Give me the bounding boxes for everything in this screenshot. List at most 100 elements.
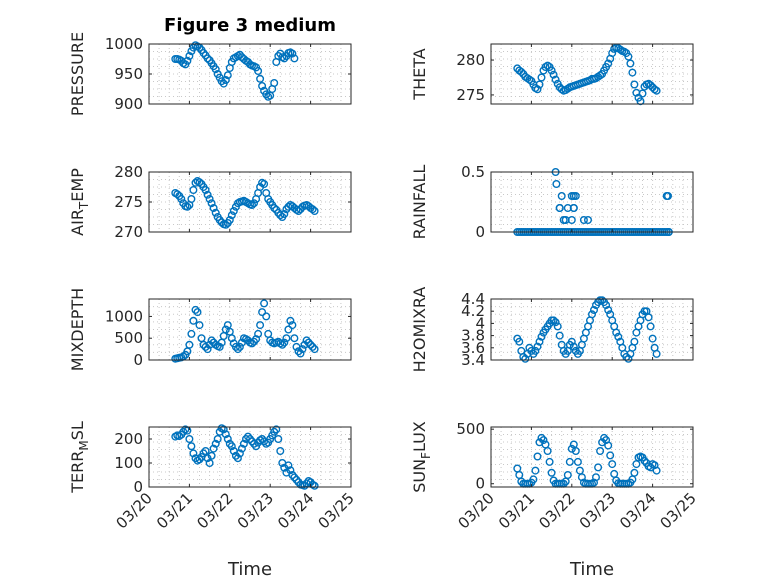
data-point bbox=[185, 340, 194, 349]
data-point bbox=[183, 56, 192, 65]
data-point bbox=[588, 310, 597, 319]
y-tick-label: 1000 bbox=[105, 35, 143, 53]
x-tick-label: 03/24 bbox=[274, 489, 317, 532]
data-point bbox=[288, 49, 297, 58]
axes-box bbox=[490, 298, 694, 361]
y-tick-label: 4 bbox=[475, 314, 485, 332]
data-point bbox=[183, 202, 192, 211]
data-point bbox=[590, 306, 599, 315]
data-point bbox=[626, 59, 635, 68]
x-tick-label: 03/23 bbox=[234, 489, 277, 532]
data-point bbox=[294, 347, 303, 356]
y-tick-label: 500 bbox=[114, 329, 143, 347]
data-point bbox=[235, 342, 244, 351]
data-point bbox=[535, 80, 544, 89]
y-tick-label: 0 bbox=[133, 351, 143, 369]
data-point bbox=[221, 220, 230, 229]
x-tick-label: 03/25 bbox=[657, 489, 700, 532]
data-point bbox=[308, 205, 317, 214]
data-point bbox=[272, 425, 281, 434]
subplot-top-right: 275 280 THETA bbox=[410, 43, 694, 106]
data-point bbox=[211, 65, 220, 74]
data-point bbox=[630, 80, 639, 89]
data-point bbox=[598, 296, 607, 305]
data-point bbox=[624, 354, 633, 363]
data-point bbox=[189, 316, 198, 325]
y-tick-label: 280 bbox=[114, 163, 143, 181]
data-point bbox=[221, 325, 230, 334]
data-point bbox=[211, 439, 220, 448]
series-markers bbox=[513, 296, 661, 363]
data-point bbox=[308, 342, 317, 351]
data-point bbox=[310, 206, 319, 215]
x-tick-label: 03/21 bbox=[495, 489, 538, 532]
series-markers bbox=[171, 176, 319, 229]
data-point bbox=[211, 208, 220, 217]
subplot-row3-right: 3.43.63.844.24.4 H2OMIXRA bbox=[410, 287, 694, 373]
y-tick-label: 270 bbox=[114, 223, 143, 241]
data-point bbox=[270, 203, 279, 212]
data-point bbox=[551, 318, 560, 327]
data-point bbox=[517, 67, 526, 76]
y-axis-label: H2OMIXRA bbox=[410, 287, 429, 373]
data-point bbox=[290, 54, 299, 63]
data-point bbox=[579, 215, 588, 224]
data-point bbox=[235, 449, 244, 458]
subplot-top-left: 900 950 1000 PRESSURE bbox=[68, 32, 352, 116]
data-point bbox=[555, 203, 564, 212]
data-point bbox=[173, 190, 182, 199]
data-point bbox=[652, 86, 661, 95]
y-tick-label: 950 bbox=[114, 65, 143, 83]
data-point bbox=[280, 209, 289, 218]
data-point bbox=[304, 338, 313, 347]
data-point bbox=[553, 322, 562, 331]
data-point bbox=[533, 85, 542, 94]
data-point bbox=[290, 473, 299, 482]
y-tick-label: 0 bbox=[475, 223, 485, 241]
data-point bbox=[612, 328, 621, 337]
data-point bbox=[179, 427, 188, 436]
data-point bbox=[185, 435, 194, 444]
data-point bbox=[209, 444, 218, 453]
data-point bbox=[543, 447, 552, 456]
data-point bbox=[531, 466, 540, 475]
data-point bbox=[229, 206, 238, 215]
data-point bbox=[537, 73, 546, 82]
data-point bbox=[533, 342, 542, 351]
data-point bbox=[602, 301, 611, 310]
data-point bbox=[552, 179, 561, 188]
data-point bbox=[624, 52, 633, 61]
data-point bbox=[537, 433, 546, 442]
x-tick-label: 03/24 bbox=[616, 489, 659, 532]
data-point bbox=[652, 466, 661, 475]
data-point bbox=[604, 59, 613, 68]
y-axis-label: AIRTEMP bbox=[68, 168, 91, 236]
y-tick-label: 275 bbox=[114, 193, 143, 211]
data-point bbox=[521, 354, 530, 363]
x-tick-label: 03/21 bbox=[153, 489, 196, 532]
data-point bbox=[549, 70, 558, 79]
data-point bbox=[284, 461, 293, 470]
data-point bbox=[640, 456, 649, 465]
data-point bbox=[187, 442, 196, 451]
data-point bbox=[547, 468, 556, 477]
y-axis-label: RAINFALL bbox=[410, 165, 429, 240]
data-point bbox=[205, 194, 214, 203]
y-tick-label: 0.5 bbox=[461, 163, 485, 181]
data-point bbox=[233, 454, 242, 463]
data-point bbox=[225, 215, 234, 224]
data-point bbox=[638, 89, 647, 98]
data-point bbox=[270, 78, 279, 87]
axes-box bbox=[148, 298, 352, 361]
y-tick-label: 4.4 bbox=[461, 290, 485, 308]
data-point bbox=[630, 337, 639, 346]
data-point bbox=[260, 179, 269, 188]
data-point bbox=[207, 336, 216, 345]
y-tick-label: 0 bbox=[133, 478, 143, 496]
data-point bbox=[254, 66, 263, 75]
data-point bbox=[608, 49, 617, 58]
data-point bbox=[247, 200, 256, 209]
